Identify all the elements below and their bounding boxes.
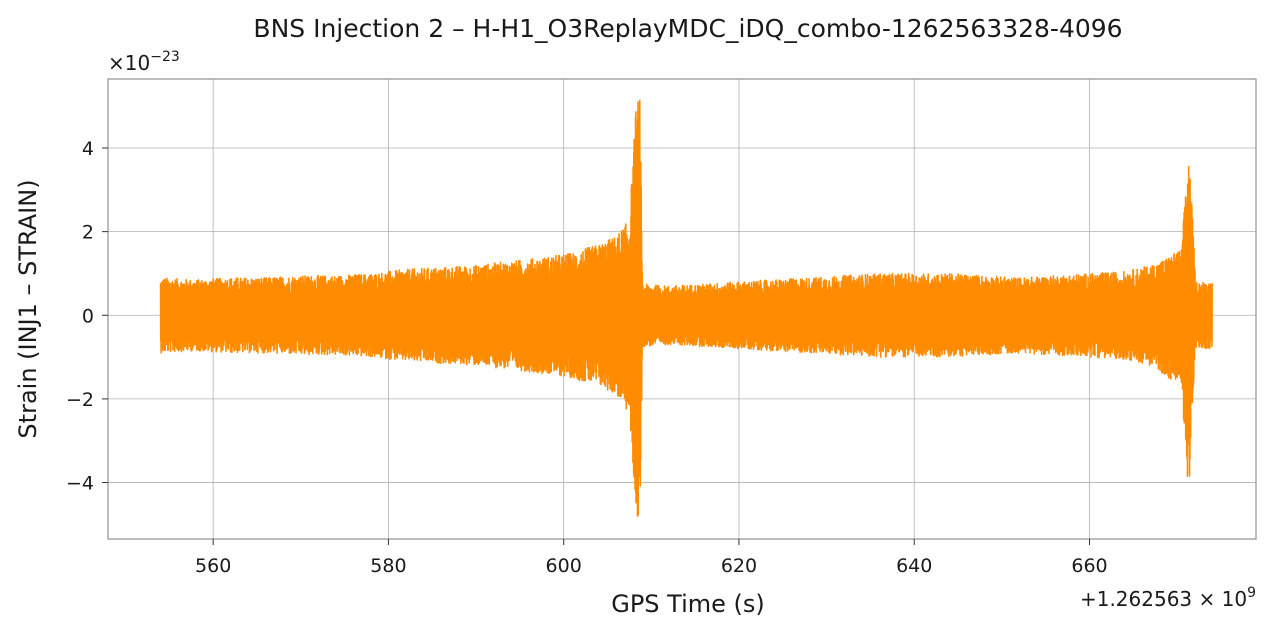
plot-frame [107, 78, 1257, 540]
y-tick-label: −4 [66, 473, 94, 495]
x-ticks: 560 580 600 620 640 660 [195, 539, 1108, 577]
x-tick-label: 560 [195, 555, 231, 577]
x-tick-label: 640 [896, 555, 932, 577]
strain-series-line [159, 99, 1213, 517]
y-scale-base: ×10 [108, 51, 150, 75]
x-tick-label: 620 [721, 555, 757, 577]
x-offset-exponent: 9 [1247, 585, 1256, 601]
y-scale-exponent: −23 [150, 49, 180, 65]
y-tick-label: 0 [82, 305, 94, 327]
x-tick-label: 660 [1071, 555, 1107, 577]
chart-title: BNS Injection 2 – H-H1_O3ReplayMDC_iDQ_c… [253, 14, 1122, 43]
x-tick-label: 580 [370, 555, 406, 577]
x-offset-base: +1.262563 × 10 [1080, 587, 1247, 611]
y-axis-title: Strain (INJ1 – STRAIN) [14, 179, 42, 438]
y-ticks: −4 −2 0 2 4 [66, 138, 108, 495]
x-offset-label: +1.262563 × 109 [1080, 585, 1256, 611]
y-tick-label: 4 [82, 138, 94, 160]
x-axis-title: GPS Time (s) [611, 590, 765, 618]
y-tick-label: 2 [82, 222, 94, 244]
y-tick-label: −2 [66, 389, 94, 411]
x-tick-label: 600 [546, 555, 582, 577]
series-layer [159, 99, 1213, 517]
y-scale-factor: ×10−23 [108, 49, 180, 75]
